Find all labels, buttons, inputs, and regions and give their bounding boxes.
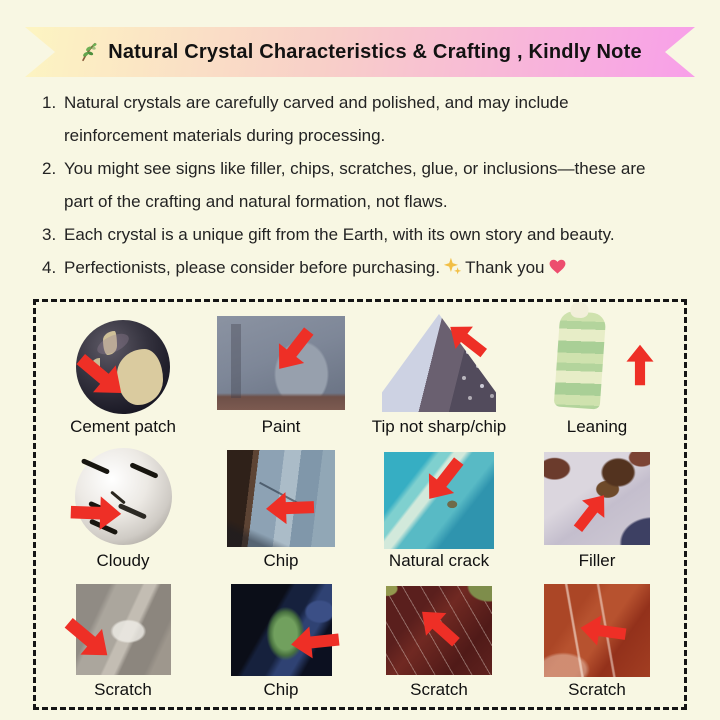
- defect-label: Scratch: [568, 680, 626, 699]
- note-number: 2.: [42, 159, 57, 178]
- defect-cell-natural-crack: Natural crack: [360, 442, 518, 577]
- defect-photo-tip-not-sharp: [382, 314, 496, 412]
- defect-photo-paint: [217, 316, 345, 410]
- defect-cell-chip-dark: Chip: [202, 576, 360, 705]
- heart-icon: [549, 259, 565, 274]
- defect-cell-cement-patch: Cement patch: [44, 308, 202, 442]
- note-number: 1.: [42, 93, 57, 112]
- note-text: Natural crystals are carefully carved an…: [64, 93, 569, 145]
- defect-cell-paint: Paint: [202, 308, 360, 442]
- defect-label: Chip: [263, 551, 299, 571]
- defect-label: Tip not sharp/chip: [371, 416, 507, 436]
- defect-cell-cloudy: Cloudy: [44, 442, 202, 577]
- defects-grid: Cement patch Paint Tip not sharp/chip Leani…: [33, 299, 687, 710]
- defect-cell-tip-not-sharp: Tip not sharp/chip: [360, 308, 518, 442]
- defect-photo-natural-crack: [384, 451, 494, 549]
- defect-label: Natural crack: [388, 551, 490, 571]
- defect-cell-scratch-gray: Scratch: [44, 576, 202, 705]
- sparkles-icon: [443, 257, 462, 275]
- note-item-1: 1. Natural crystals are carefully carved…: [42, 86, 676, 152]
- defect-label: Filler: [578, 551, 616, 571]
- page-title: Natural Crystal Characteristics & Crafti…: [78, 41, 642, 64]
- defect-label: Cloudy: [96, 551, 150, 571]
- note-item-2: 2. You might see signs like filler, chip…: [42, 152, 676, 218]
- note-text: Each crystal is a unique gift from the E…: [64, 225, 615, 244]
- defect-photo-cement-patch: [76, 320, 170, 414]
- defect-photo-leaning: [553, 310, 607, 410]
- defect-label: Scratch: [410, 680, 468, 699]
- defect-photo-scratch-gray: [75, 584, 171, 676]
- page-title-text: Natural Crystal Characteristics & Crafti…: [108, 40, 642, 63]
- defect-photo-cloudy: [74, 447, 172, 545]
- note-text: You might see signs like filler, chips, …: [64, 159, 646, 211]
- defect-photo-chip-dark: [230, 584, 332, 677]
- defect-photo-scratch-red: [386, 586, 492, 676]
- note-text: Perfectionists, please consider before p…: [64, 251, 676, 284]
- title-ribbon: Natural Crystal Characteristics & Crafti…: [25, 27, 695, 77]
- defect-cell-filler: Filler: [518, 442, 676, 577]
- defect-cell-leaning: Leaning: [518, 308, 676, 442]
- note-number: 3.: [42, 225, 57, 244]
- defect-label: Leaning: [566, 416, 628, 436]
- note-number: 4.: [42, 258, 57, 277]
- defect-label: Paint: [261, 416, 301, 436]
- defect-photo-scratch-rust: [544, 584, 650, 678]
- defect-cell-scratch-red: Scratch: [360, 576, 518, 705]
- note-item-3: 3. Each crystal is a unique gift from th…: [42, 218, 676, 251]
- herb-icon: [78, 41, 100, 63]
- defect-cell-chip-edge: Chip: [202, 442, 360, 577]
- arrow-icon-up: [623, 343, 657, 387]
- defect-label: Cement patch: [70, 416, 176, 436]
- defect-photo-chip-edge: [227, 449, 335, 547]
- notes-list: 1. Natural crystals are carefully carved…: [42, 86, 676, 284]
- note-item-4: 4. Perfectionists, please consider befor…: [42, 251, 676, 284]
- defect-label: Chip: [263, 680, 299, 699]
- defect-photo-filler: [544, 451, 650, 545]
- defect-label: Scratch: [94, 680, 152, 699]
- defect-cell-scratch-rust: Scratch: [518, 576, 676, 705]
